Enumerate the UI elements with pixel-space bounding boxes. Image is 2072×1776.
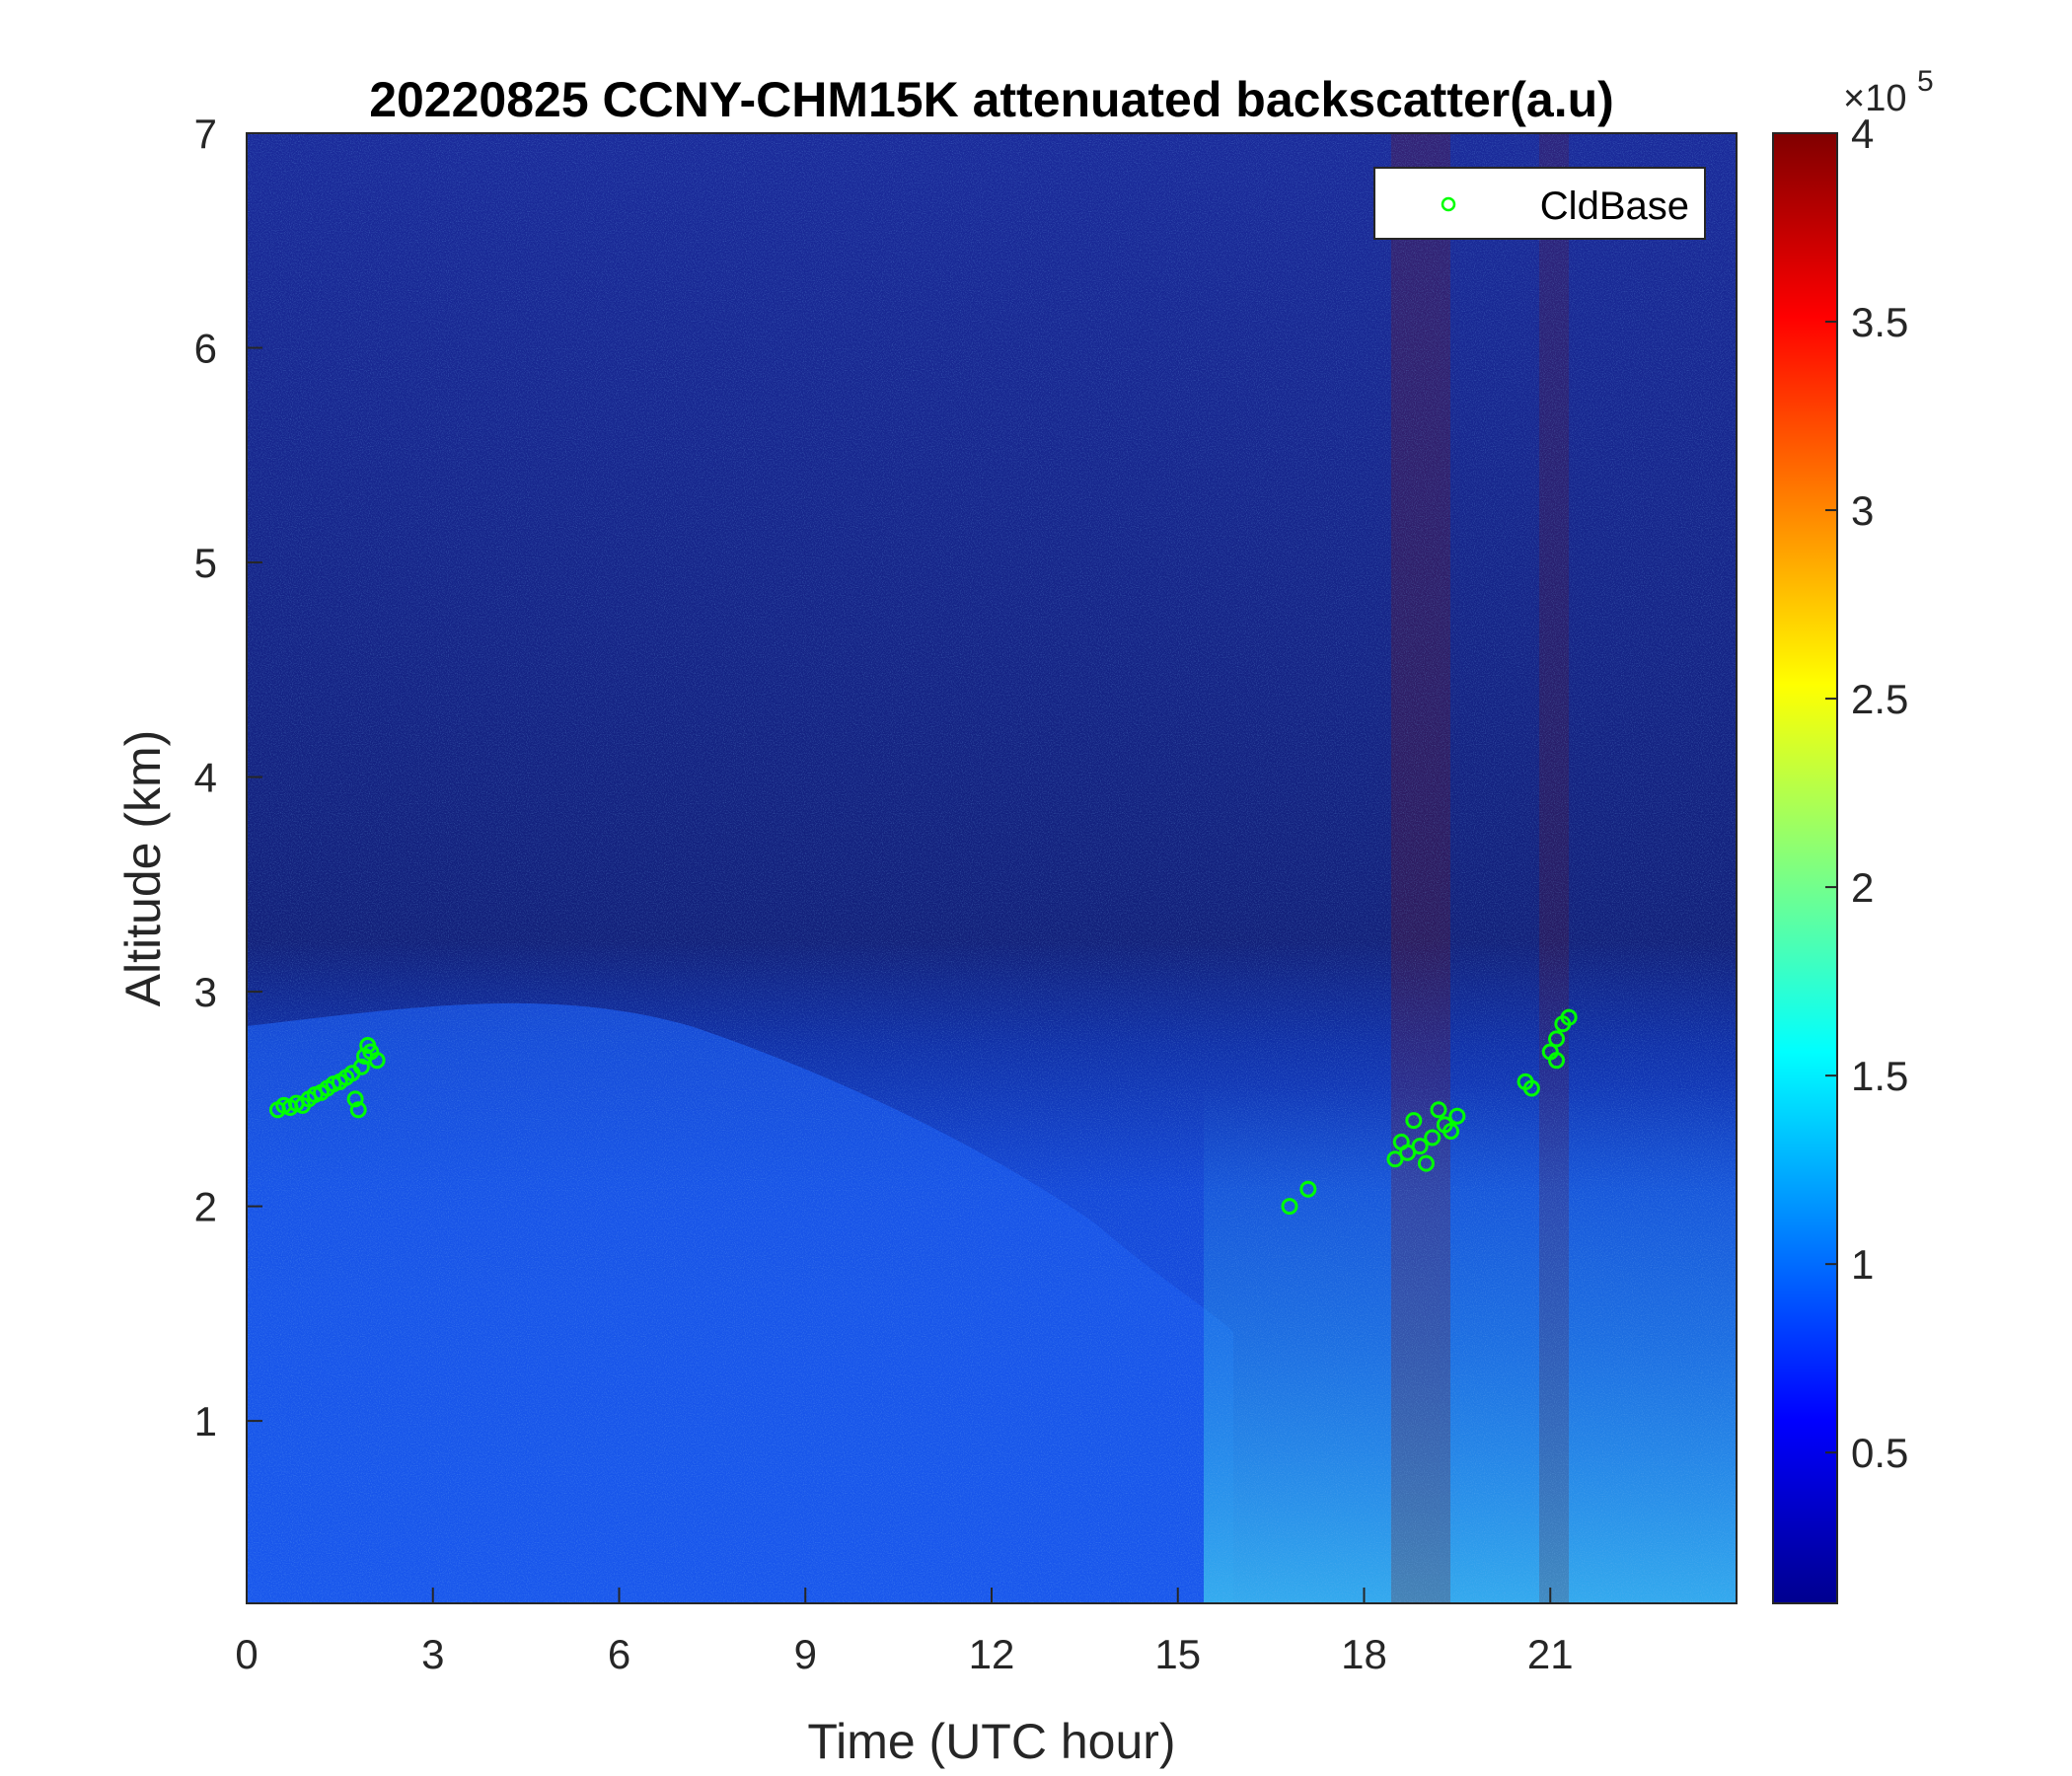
- colorbar-tick-label: 0.5: [1851, 1430, 1908, 1476]
- colorbar-multiplier-base: ×10: [1843, 78, 1906, 119]
- legend-box: [1373, 167, 1706, 240]
- y-axis-label: Altitude (km): [115, 730, 171, 1007]
- cldbase-point: [1560, 1008, 1578, 1026]
- cldbase-point: [368, 1052, 386, 1070]
- colorbar-bar: [1772, 132, 1838, 1604]
- x-tick-label: 9: [794, 1631, 817, 1677]
- colorbar-ticks: 0.5 1 1.5 2 2.5 3 3.5 4: [1825, 111, 1908, 1476]
- y-tick-label: 4: [194, 755, 217, 801]
- x-tick-label: 15: [1154, 1631, 1201, 1677]
- x-tick-label: 21: [1527, 1631, 1574, 1677]
- colorbar-tick-label: 1: [1851, 1241, 1874, 1288]
- colorbar-tick-label: 3: [1851, 487, 1874, 534]
- legend-marker: [1441, 196, 1456, 212]
- colorbar-tick-label: 2: [1851, 864, 1874, 911]
- y-tick-label: 5: [194, 540, 217, 586]
- y-tick-label: 3: [194, 969, 217, 1015]
- colorbar-multiplier-exp: 5: [1917, 65, 1934, 98]
- cldbase-point: [1548, 1052, 1566, 1070]
- cldbase-series: [268, 1008, 1578, 1216]
- cldbase-point: [1386, 1150, 1404, 1168]
- x-tick-label: 6: [608, 1631, 630, 1677]
- y-axis: 1 2 3 4 5 6 7: [194, 111, 262, 1444]
- x-tick-label: 0: [235, 1631, 258, 1677]
- cldbase-point: [352, 1058, 370, 1075]
- cldbase-point: [1405, 1112, 1423, 1130]
- cldbase-point: [1281, 1198, 1298, 1216]
- heatmap-noise: [247, 133, 1737, 1603]
- y-tick-label: 1: [194, 1398, 217, 1444]
- x-tick-label: 18: [1341, 1631, 1387, 1677]
- x-tick-label: 3: [421, 1631, 444, 1677]
- colorbar-tick-label: 2.5: [1851, 676, 1908, 722]
- cldbase-point: [1522, 1079, 1540, 1097]
- legend: CldBase: [1373, 167, 1706, 240]
- cldbase-point: [1299, 1180, 1317, 1198]
- colorbar-tick-label: 4: [1851, 111, 1874, 157]
- y-tick-label: 6: [194, 326, 217, 372]
- colorbar: 0.5 1 1.5 2 2.5 3 3.5 4 ×10 5: [1772, 65, 1934, 1604]
- colorbar-multiplier: ×10 5: [1843, 65, 1934, 119]
- colorbar-tick-label: 1.5: [1851, 1053, 1908, 1099]
- cldbase-point: [346, 1090, 364, 1108]
- cldbase-point: [1424, 1129, 1442, 1147]
- x-axis-label: Time (UTC hour): [807, 1714, 1175, 1769]
- cldbase-point: [1548, 1030, 1566, 1048]
- y-tick-label: 2: [194, 1184, 217, 1230]
- chart-title: 20220825 CCNY-CHM15K attenuated backscat…: [369, 72, 1614, 127]
- y-tick-label: 7: [194, 111, 217, 157]
- plot-area: [247, 133, 1737, 1603]
- cldbase-point: [1399, 1144, 1417, 1161]
- x-axis: 0 3 6 9 12 15 18 21: [235, 1588, 1574, 1677]
- cldbase-point: [1417, 1154, 1435, 1172]
- x-tick-label: 12: [969, 1631, 1015, 1677]
- cldbase-point: [1448, 1107, 1466, 1125]
- cldbase-point: [1411, 1138, 1429, 1155]
- legend-label-cldbase: CldBase: [1540, 185, 1689, 228]
- cldbase-point: [349, 1101, 367, 1119]
- cldbase-point: [1443, 1122, 1460, 1140]
- cldbase-point: [1430, 1101, 1447, 1119]
- colorbar-tick-label: 3.5: [1851, 299, 1908, 345]
